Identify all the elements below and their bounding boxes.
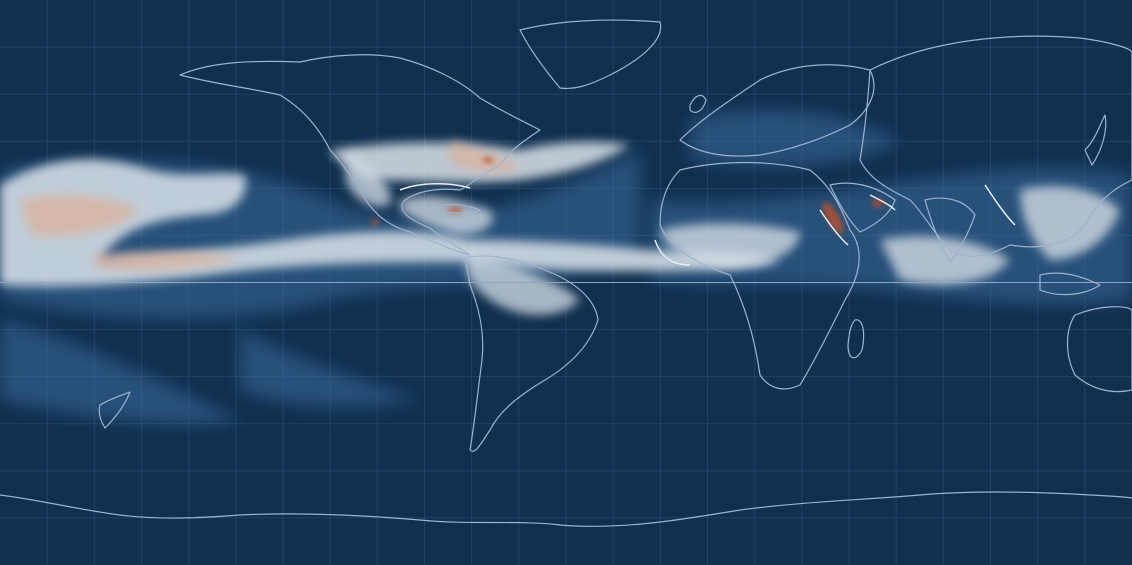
india-coast <box>924 197 976 263</box>
coastline-highlights <box>399 182 1016 266</box>
uk-coast <box>689 94 707 113</box>
south-america-coast <box>464 255 599 452</box>
new-zealand-coast <box>98 391 131 429</box>
weather-field-layer <box>0 109 1132 424</box>
asia-coast <box>859 35 1132 257</box>
pacific-core-warm <box>20 140 520 270</box>
indonesia-coast <box>1039 272 1101 296</box>
caribbean-coast <box>439 203 481 214</box>
arabia-coast <box>829 182 896 233</box>
greenland-coast <box>519 19 662 90</box>
europe-coast <box>679 64 875 157</box>
coastlines <box>0 19 1132 527</box>
antarctica-coast <box>0 491 1132 527</box>
africa-indian-field <box>660 186 1120 285</box>
hotspots <box>371 157 884 234</box>
north-america-coast <box>179 54 541 256</box>
madagascar-coast <box>847 319 865 359</box>
australia-coast <box>1066 306 1132 393</box>
africa-coast <box>659 161 860 390</box>
japan-coast <box>1084 114 1107 166</box>
